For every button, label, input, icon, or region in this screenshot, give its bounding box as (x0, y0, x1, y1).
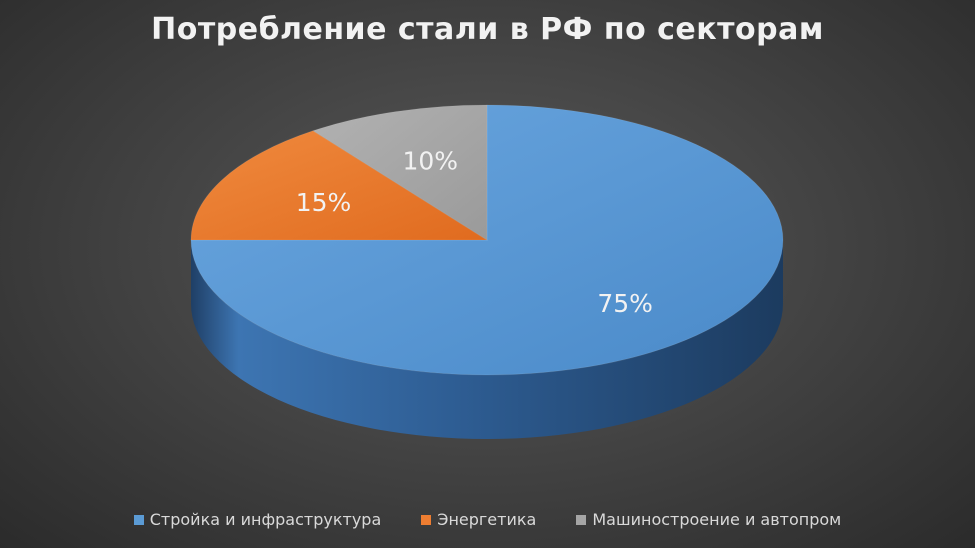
data-label-energy: 15% (296, 188, 352, 217)
legend-swatch-machinery (576, 514, 587, 525)
data-label-machinery: 10% (403, 146, 459, 175)
legend-label-energy: Энергетика (437, 510, 537, 529)
legend-label-construction: Стройка и инфраструктура (149, 510, 382, 529)
legend-item-construction: Стройка и инфраструктура (133, 510, 382, 529)
pie-slice-construction (190, 104, 784, 376)
chart-legend: Стройка и инфраструктура Энергетика Маши… (0, 510, 975, 529)
legend-swatch-construction (133, 514, 144, 525)
pie-side-wall (191, 240, 783, 439)
legend-item-energy: Энергетика (421, 510, 536, 529)
chart-title: Потребление стали в РФ по секторам (151, 12, 824, 47)
legend-label-machinery: Машиностроение и автопром (592, 510, 842, 529)
data-label-construction: 75% (597, 289, 653, 318)
pie-slice-energy (190, 130, 489, 241)
pie-slice-machinery (311, 104, 488, 241)
legend-item-machinery: Машиностроение и автопром (576, 510, 841, 529)
legend-swatch-energy (421, 514, 432, 525)
